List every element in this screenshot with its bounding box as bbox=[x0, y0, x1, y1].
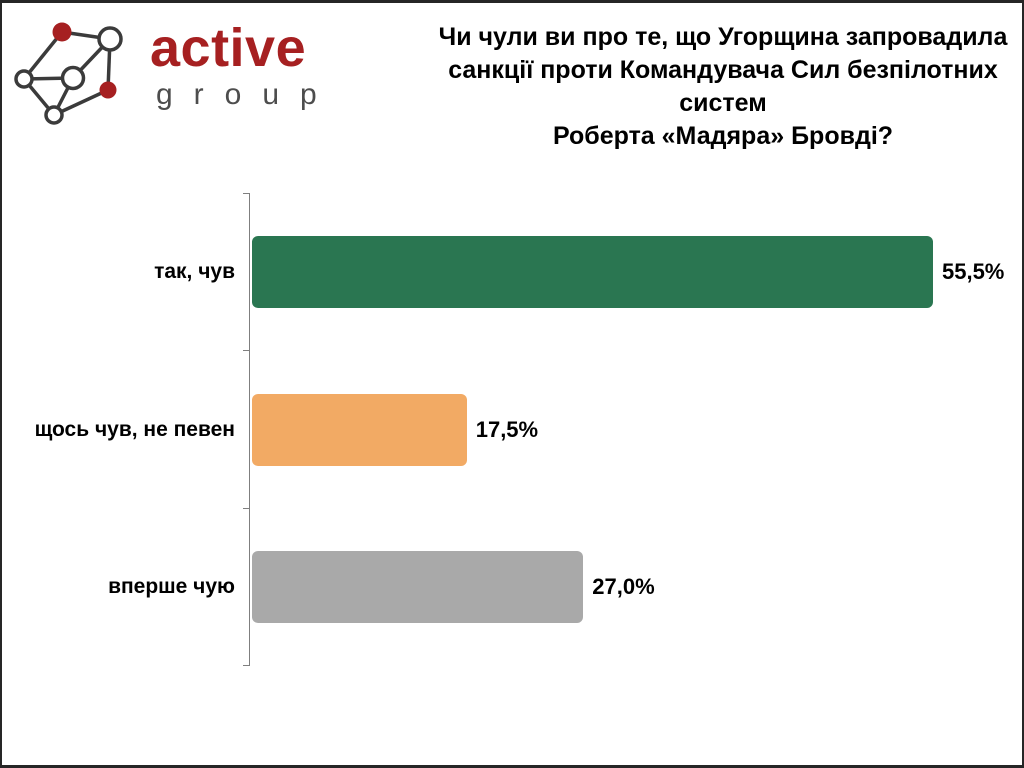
title-line-3: Роберта «Мадяра» Бровді? bbox=[552, 122, 894, 150]
axis-tick bbox=[243, 350, 249, 351]
axis-tick bbox=[243, 508, 249, 509]
logo-text: active group bbox=[150, 19, 350, 113]
value-label-first-time: 27,0% bbox=[592, 574, 655, 600]
bar-track: 27,0% bbox=[252, 508, 1022, 666]
bar-chart: так, чув 55,5% щось чув, не певен 17,5% … bbox=[2, 193, 1022, 666]
logo-sub-group: group bbox=[156, 78, 338, 111]
bar-track: 55,5% bbox=[252, 193, 1022, 351]
bar-yes-heard bbox=[252, 235, 933, 308]
logo-brand-active: active bbox=[150, 18, 307, 78]
title-line-1: Чи чули ви про те, що Угорщина запровади… bbox=[438, 23, 1008, 51]
bar-track: 17,5% bbox=[252, 351, 1022, 509]
header: active group Чи чули ви про те, що Угорщ… bbox=[2, 3, 1022, 153]
axis-tick bbox=[243, 665, 249, 666]
chart-question-title: Чи чули ви про те, що Угорщина запровади… bbox=[427, 21, 1019, 153]
value-label-heard-unsure: 17,5% bbox=[475, 416, 539, 442]
bar-row: вперше чую 27,0% bbox=[2, 508, 1022, 666]
category-label-yes-heard: так, чув bbox=[154, 259, 235, 283]
bar-row: так, чув 55,5% bbox=[2, 193, 1022, 351]
bar-row: щось чув, не певен 17,5% bbox=[2, 351, 1022, 509]
title-line-2: санкції проти Командувача Сил безпілотни… bbox=[448, 56, 998, 117]
network-graph-icon bbox=[14, 22, 123, 125]
axis-tick bbox=[243, 193, 249, 194]
y-axis-line bbox=[249, 193, 250, 666]
bar-rows: так, чув 55,5% щось чув, не певен 17,5% … bbox=[2, 193, 1022, 666]
category-label-first-time: вперше чую bbox=[108, 575, 235, 599]
value-label-yes-heard: 55,5% bbox=[941, 258, 1005, 284]
bar-first-time bbox=[252, 551, 584, 624]
active-group-logo: active group bbox=[8, 17, 348, 137]
category-label-heard-unsure: щось чув, не певен bbox=[34, 417, 235, 441]
bar-heard-unsure bbox=[252, 393, 467, 466]
